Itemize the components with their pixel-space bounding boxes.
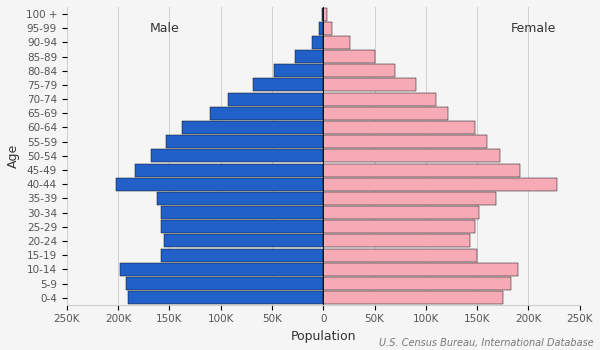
Bar bbox=[274, 64, 323, 77]
Bar bbox=[126, 277, 323, 290]
Bar bbox=[161, 248, 323, 262]
Bar bbox=[161, 206, 323, 219]
Bar bbox=[323, 7, 326, 21]
Bar bbox=[164, 234, 323, 247]
Bar bbox=[151, 149, 323, 162]
Bar bbox=[295, 50, 323, 63]
Bar bbox=[323, 36, 350, 49]
Bar bbox=[323, 121, 475, 134]
Bar bbox=[312, 36, 323, 49]
Bar bbox=[323, 263, 518, 276]
Bar bbox=[323, 277, 511, 290]
Y-axis label: Age: Age bbox=[7, 144, 20, 168]
Bar bbox=[323, 64, 395, 77]
Bar bbox=[228, 93, 323, 106]
Bar bbox=[323, 107, 448, 120]
Bar bbox=[323, 50, 374, 63]
Bar bbox=[116, 178, 323, 191]
Bar bbox=[166, 135, 323, 148]
Bar bbox=[323, 248, 477, 262]
Bar bbox=[253, 78, 323, 91]
Bar bbox=[323, 234, 470, 247]
Bar bbox=[323, 192, 496, 205]
Text: Female: Female bbox=[511, 22, 556, 35]
Bar bbox=[120, 263, 323, 276]
Bar bbox=[136, 163, 323, 176]
Bar bbox=[128, 291, 323, 304]
Bar bbox=[323, 206, 479, 219]
Bar bbox=[182, 121, 323, 134]
Bar bbox=[323, 178, 557, 191]
Bar bbox=[323, 291, 503, 304]
Bar bbox=[322, 7, 323, 21]
Text: U.S. Census Bureau, International Database: U.S. Census Bureau, International Databa… bbox=[379, 338, 594, 348]
Bar bbox=[323, 22, 332, 35]
Bar bbox=[323, 93, 436, 106]
X-axis label: Population: Population bbox=[290, 330, 356, 343]
Text: Male: Male bbox=[149, 22, 179, 35]
Bar bbox=[161, 220, 323, 233]
Bar bbox=[211, 107, 323, 120]
Bar bbox=[323, 149, 500, 162]
Bar bbox=[323, 220, 475, 233]
Bar bbox=[157, 192, 323, 205]
Bar bbox=[323, 163, 520, 176]
Bar bbox=[319, 22, 323, 35]
Bar bbox=[323, 135, 487, 148]
Bar bbox=[323, 78, 416, 91]
